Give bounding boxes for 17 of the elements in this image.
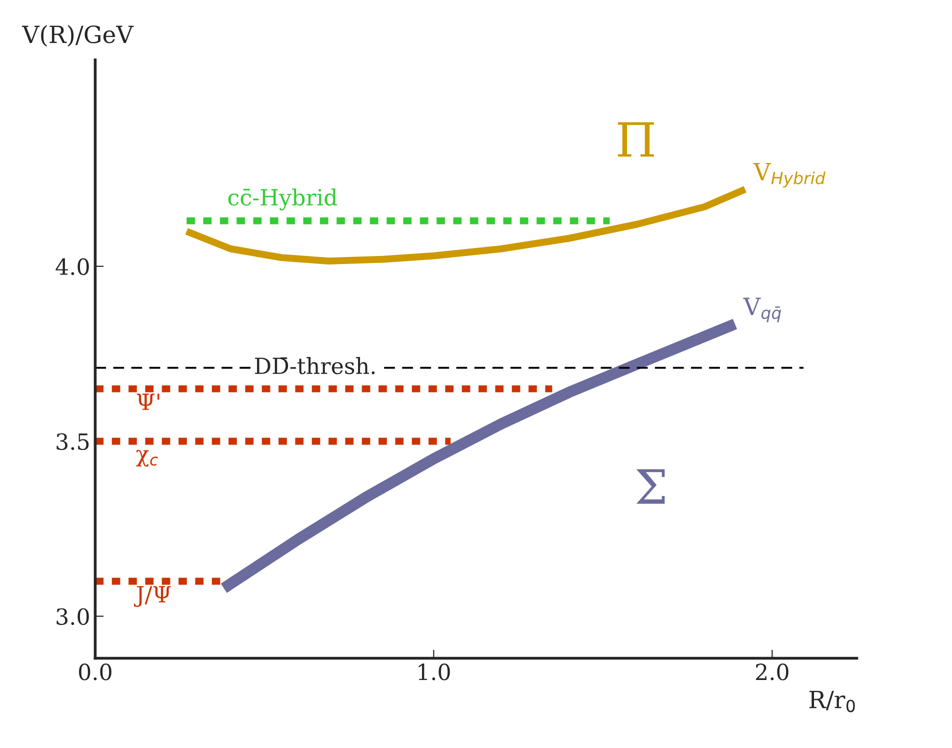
annotation: Π xyxy=(618,122,654,157)
series-label: V$_{Hybrid}$ xyxy=(753,163,826,188)
x-tick-label: 0.0 xyxy=(78,663,112,680)
series-label: χ$_{c}$ xyxy=(136,450,158,467)
series-label: Ψ' xyxy=(136,394,160,410)
series-label: V$_{qq̄}$ xyxy=(743,298,782,322)
y-tick-label: 3.0 xyxy=(56,608,89,626)
series-label: cc̄-Hybrid xyxy=(228,188,338,210)
x-tick-label: 1.0 xyxy=(418,663,450,680)
ref-line-label: DD̄-thresh. xyxy=(254,357,375,374)
x-tick-label: 2.0 xyxy=(756,663,788,680)
y-axis-title: V(R)/GeV xyxy=(22,25,134,47)
x-axis-title: R/r$_{0}$ xyxy=(809,690,855,712)
series-label: J/Ψ xyxy=(134,586,171,607)
annotation: Σ xyxy=(636,469,665,504)
y-tick-label: 4.0 xyxy=(56,258,89,276)
y-tick-label: 3.5 xyxy=(56,433,89,450)
